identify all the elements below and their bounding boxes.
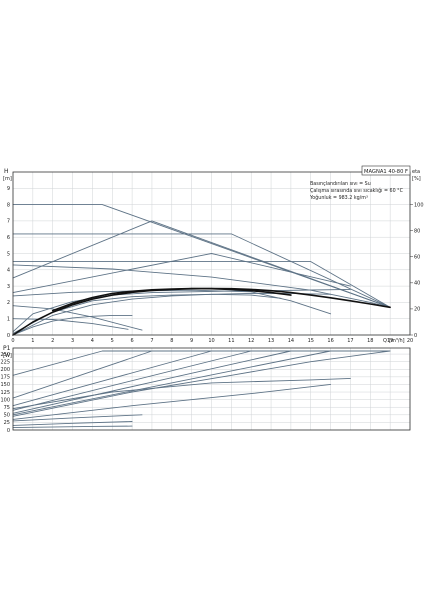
power-axis-label: P1	[3, 345, 11, 352]
eta-tick-label: 20	[414, 307, 420, 313]
flow-axis-label: Q	[383, 338, 387, 344]
y-tick-label: 0	[7, 333, 10, 339]
x-tick-label: 8	[170, 338, 173, 344]
x-tick-label: 7	[150, 338, 153, 344]
performance-curve	[12, 425, 133, 429]
y-tick-label: 5	[7, 251, 10, 257]
eta-axis-label: eta	[412, 169, 420, 175]
eta-tick-label: 40	[414, 281, 420, 287]
performance-curve	[12, 350, 391, 416]
y-tick-label: 250	[0, 352, 10, 358]
x-tick-label: 16	[327, 338, 333, 344]
performance-curve	[12, 220, 391, 308]
performance-curve	[12, 383, 332, 420]
performance-curve-bold	[12, 287, 391, 336]
y-tick-label: 125	[0, 390, 10, 396]
y-tick-label: 0	[7, 428, 10, 434]
y-tick-label: 175	[0, 375, 10, 381]
info-fluid: Basınçlandırılan sıvı = Su	[310, 181, 371, 187]
x-tick-label: 17	[347, 338, 353, 344]
x-tick-label: 20	[407, 338, 413, 344]
x-tick-label: 19	[387, 338, 393, 344]
x-tick-label: 5	[111, 338, 114, 344]
performance-curve	[12, 288, 351, 333]
performance-curve	[12, 253, 351, 294]
performance-curve	[12, 289, 332, 315]
x-tick-label: 18	[367, 338, 373, 344]
x-tick-label: 4	[91, 338, 94, 344]
x-tick-label: 3	[71, 338, 74, 344]
pump-model-box	[361, 165, 411, 176]
head-efficiency-chart: 0 1 2 3 4 5 6 7 8 9 10 11 12 13 14 15 16 17 18 19 20 0123456…	[3, 165, 424, 344]
x-tick-label: 14	[288, 338, 294, 344]
y-tick-label: 6	[7, 235, 10, 241]
y-tick-label: 2	[7, 300, 10, 306]
info-temperature: Çalışma sırasında sıvı sıcaklığı = 60 °C	[310, 187, 404, 194]
pump-model-label: MAGNA1 40-80 F	[364, 169, 408, 175]
flow-tick-labels: 0 1 2 3 4 5 6 7 8 9 10 11 12 13 14 15 16 17 18 19 20	[11, 338, 413, 344]
y-tick-label: 3	[7, 284, 10, 290]
eta-tick-label: 60	[414, 255, 420, 261]
y-tick-label: 9	[7, 186, 10, 192]
performance-curve	[12, 264, 391, 308]
y-tick-label: 4	[7, 268, 10, 274]
performance-curve	[12, 350, 391, 399]
x-tick-label: 9	[190, 338, 193, 344]
y-tick-label: 200	[0, 367, 10, 373]
performance-curve	[12, 421, 133, 426]
y-tick-label: 1	[7, 317, 10, 323]
performance-curve	[12, 318, 129, 330]
performance-curve	[12, 233, 391, 308]
power-chart-frame	[12, 347, 411, 431]
x-tick-label: 10	[208, 338, 214, 344]
eta-axis-unit: [%]	[412, 176, 421, 182]
x-tick-label: 2	[51, 338, 54, 344]
y-tick-label: 25	[4, 420, 10, 426]
head-chart-series	[12, 204, 391, 336]
performance-curve	[12, 350, 391, 407]
y-tick-label: 150	[0, 382, 10, 388]
x-tick-label: 1	[31, 338, 34, 344]
eta-tick-label: 100	[414, 202, 424, 208]
head-tick-labels: 0 1 2 3 4 5 6 7 8 9	[7, 186, 10, 339]
head-axis-unit: [m]	[3, 176, 12, 182]
y-tick-label: 75	[4, 405, 10, 411]
head-chart-frame	[12, 171, 411, 336]
y-tick-label: 8	[7, 202, 10, 208]
performance-curve	[12, 314, 133, 336]
head-axis-label: H	[4, 168, 9, 175]
x-tick-label: 15	[308, 338, 314, 344]
performance-curve	[12, 414, 143, 422]
x-tick-label: 13	[268, 338, 274, 344]
info-density: Yoğunluk = 983.2 kg/m³	[309, 194, 368, 201]
flow-axis-unit: [m³/h]	[389, 338, 405, 344]
x-tick-label: 11	[228, 338, 234, 344]
performance-curve	[12, 261, 391, 308]
performance-curve	[12, 350, 391, 417]
eta-tick-label: 0	[414, 333, 417, 339]
y-tick-label: 50	[4, 413, 10, 419]
y-tick-label: 7	[7, 219, 10, 225]
x-tick-label: 12	[248, 338, 254, 344]
performance-curve	[12, 305, 143, 331]
performance-curve	[12, 377, 351, 410]
eta-tick-labels: 0 20 40 60 80 100	[410, 202, 424, 339]
y-tick-label: 225	[0, 359, 10, 365]
power-axis-unit: [W]	[3, 353, 12, 359]
performance-curve-bold	[51, 287, 292, 312]
x-tick-label: 6	[131, 338, 134, 344]
eta-tick-label: 80	[414, 228, 420, 234]
x-tick-label: 0	[11, 338, 14, 344]
performance-curve	[12, 293, 282, 334]
power-chart-series	[12, 350, 391, 429]
y-tick-label: 100	[0, 397, 10, 403]
